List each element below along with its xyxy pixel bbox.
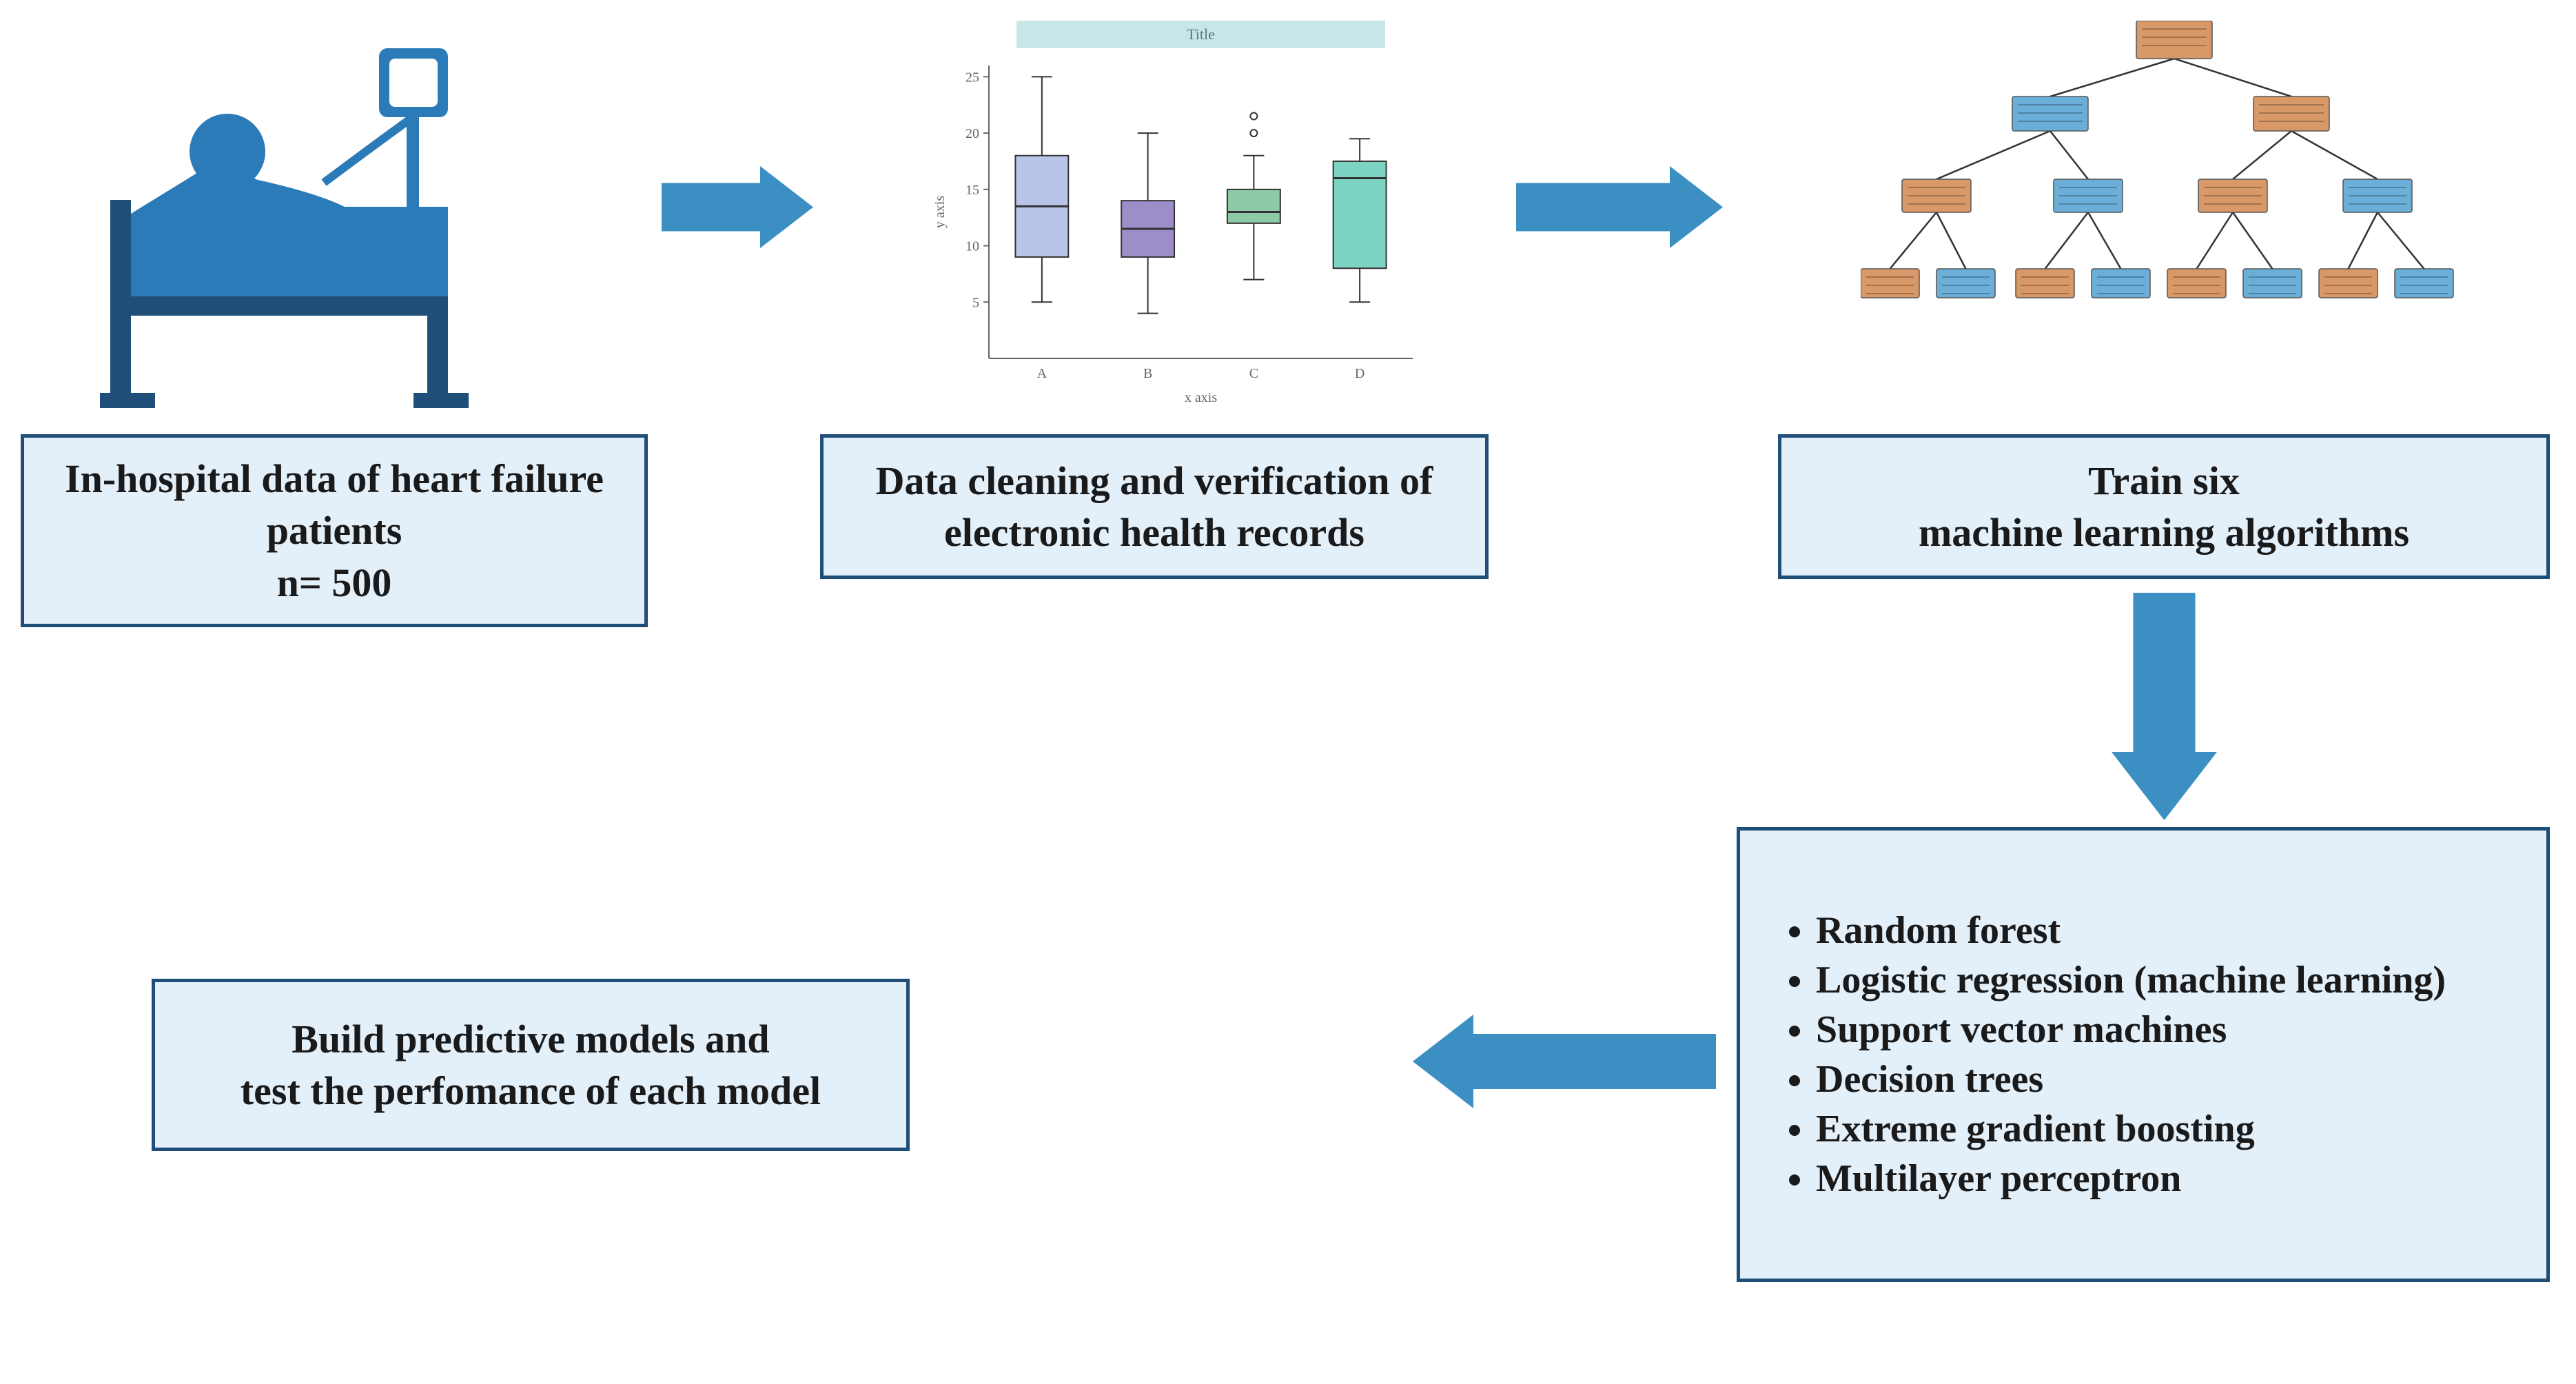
- algorithm-item: Extreme gradient boosting: [1816, 1107, 2446, 1151]
- boxplot-illustration: Title 5 10 15 20 25 y axis A B C Dx axis: [930, 17, 1427, 410]
- svg-text:D: D: [1355, 366, 1364, 381]
- algorithm-item: Decision trees: [1816, 1057, 2446, 1101]
- step1-line3: n= 500: [277, 560, 392, 605]
- step3-line2: machine learning algorithms: [1919, 510, 2409, 555]
- arrow-step3-to-list: [2112, 593, 2217, 824]
- svg-text:Title: Title: [1187, 26, 1215, 43]
- svg-text:15: 15: [965, 183, 979, 198]
- step2-line2: electronic health records: [944, 510, 1364, 555]
- svg-text:5: 5: [972, 295, 979, 310]
- step5-line2: test the perfomance of each model: [241, 1068, 821, 1113]
- step2-box: Data cleaning and verification of electr…: [820, 434, 1489, 579]
- step3-box: Train six machine learning algorithms: [1778, 434, 2550, 579]
- algorithm-item: Logistic regression (machine learning): [1816, 958, 2446, 1002]
- step2-line1: Data cleaning and verification of: [876, 458, 1433, 503]
- svg-text:B: B: [1143, 366, 1152, 381]
- algorithm-item: Random forest: [1816, 908, 2446, 953]
- svg-text:20: 20: [965, 126, 979, 141]
- decision-tree-illustration: [1861, 21, 2481, 407]
- algorithms-list: Random forest Logistic regression (machin…: [1781, 903, 2446, 1206]
- arrow-step2-to-step3: [1516, 166, 1723, 252]
- svg-text:A: A: [1037, 366, 1047, 381]
- svg-text:25: 25: [965, 70, 979, 85]
- algorithm-item: Support vector machines: [1816, 1008, 2446, 1052]
- arrow-step1-to-step2: [662, 166, 813, 252]
- algorithm-item: Multilayer perceptron: [1816, 1157, 2446, 1201]
- arrow-list-to-step5: [1413, 1015, 1716, 1112]
- step1-line1: In-hospital data of heart failure: [65, 456, 604, 501]
- svg-text:C: C: [1249, 366, 1258, 381]
- step1-line2: patients: [267, 508, 402, 553]
- svg-text:y axis: y axis: [932, 196, 948, 228]
- svg-text:10: 10: [965, 239, 979, 254]
- patient-illustration: [69, 21, 551, 414]
- svg-text:x axis: x axis: [1185, 390, 1217, 405]
- step5-box: Build predictive models and test the per…: [152, 979, 910, 1151]
- step5-line1: Build predictive models and: [292, 1017, 769, 1061]
- step3-line1: Train six: [2088, 458, 2240, 503]
- step1-box: In-hospital data of heart failure patien…: [21, 434, 648, 627]
- algorithms-list-box: Random forest Logistic regression (machin…: [1737, 827, 2550, 1282]
